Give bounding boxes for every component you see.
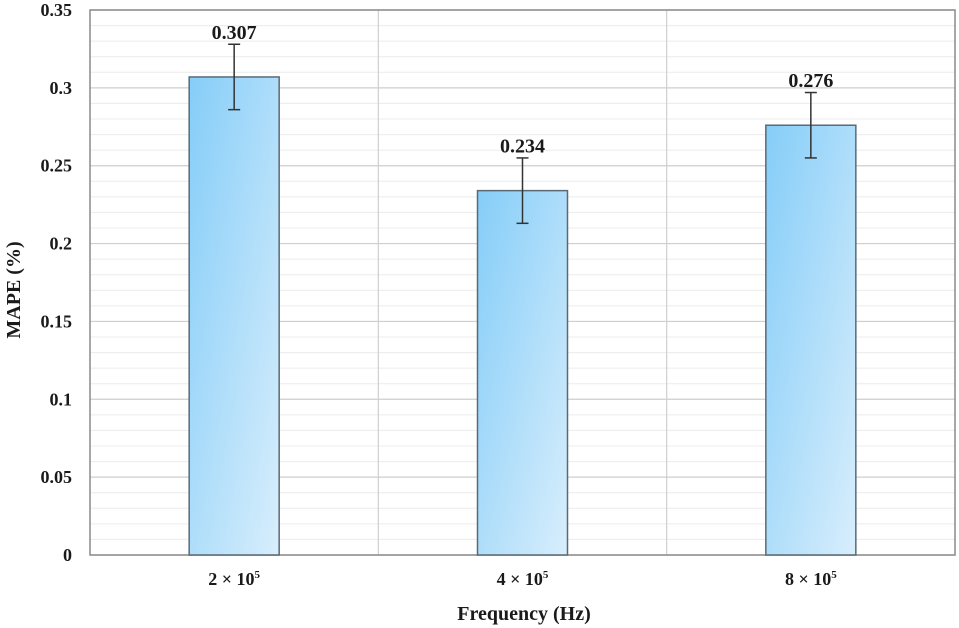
x-tick-label: 4 × 105 <box>497 569 549 589</box>
bars <box>188 43 857 556</box>
bar <box>765 124 857 556</box>
x-axis-label: Frequency (Hz) <box>457 603 591 625</box>
y-tick-label: 0 <box>63 545 72 565</box>
y-tick-label: 0.35 <box>41 0 73 20</box>
data-label: 0.276 <box>788 70 833 92</box>
y-axis-label: MAPE (%) <box>3 241 25 338</box>
y-tick-label: 0.25 <box>41 156 73 176</box>
y-tick-label: 0.2 <box>50 234 73 254</box>
y-tick-label: 0.3 <box>50 78 73 98</box>
bar <box>476 189 569 556</box>
x-tick-label: 8 × 105 <box>785 569 837 589</box>
labels: 0 0.05 0.1 0.15 0.2 0.25 0.3 0.35 0.307 2 × 105 0.… <box>41 0 838 589</box>
y-tick-label: 0.15 <box>41 311 73 331</box>
x-tick-label: 2 × 105 <box>208 569 260 589</box>
y-tick-label: 0.1 <box>50 389 73 409</box>
data-label: 0.234 <box>500 136 545 158</box>
data-label: 0.307 <box>212 22 257 44</box>
bar <box>188 76 280 556</box>
y-tick-label: 0.05 <box>41 467 73 487</box>
